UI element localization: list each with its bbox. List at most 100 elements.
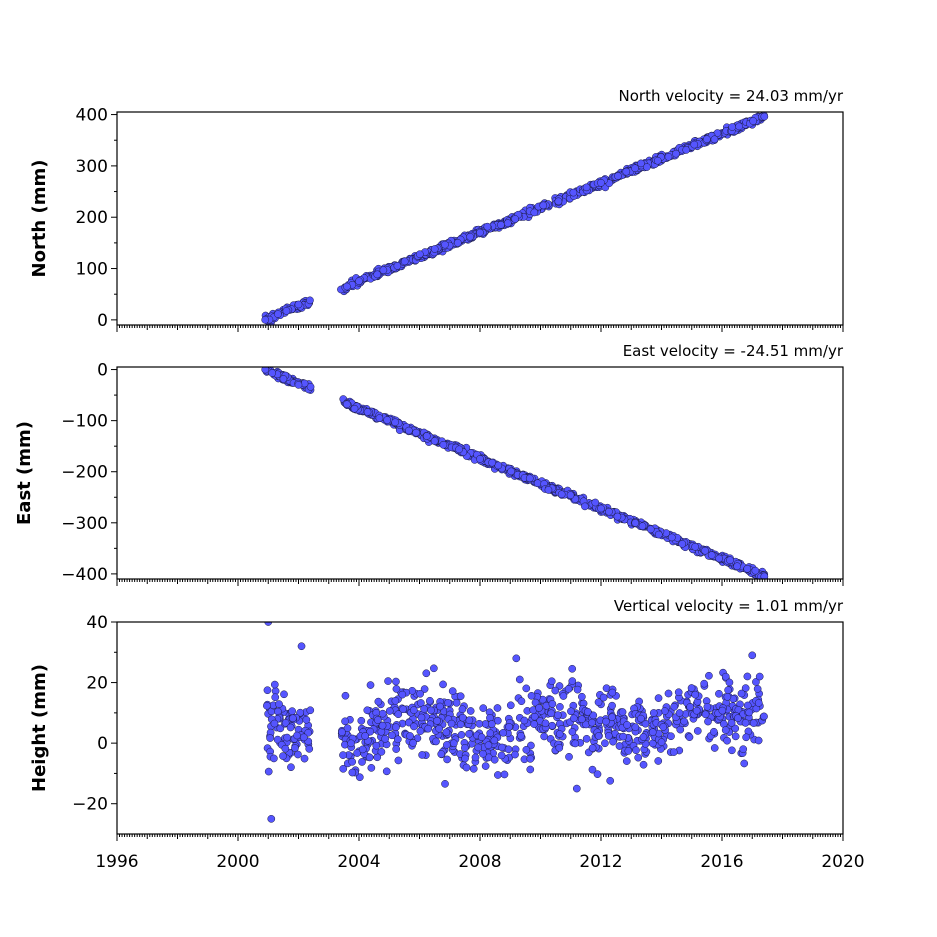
data-point	[705, 671, 713, 680]
data-point	[420, 705, 428, 713]
data-point	[355, 773, 364, 782]
data-point	[481, 762, 490, 770]
data-point	[741, 719, 750, 727]
data-point	[615, 742, 624, 750]
panel-height: −20 0 20 40 1996 2000 2004 2008 2012 2016 2020 Heig…	[29, 597, 865, 872]
data-point	[631, 519, 640, 527]
data-point	[465, 716, 474, 725]
data-point	[637, 714, 645, 723]
data-point	[700, 679, 709, 688]
data-point	[555, 743, 564, 752]
data-point	[522, 745, 531, 754]
data-point	[527, 691, 536, 700]
data-point	[608, 713, 616, 722]
data-point	[289, 714, 297, 723]
data-point	[462, 763, 471, 772]
panel-east: 0 −100 −200 −300 −400 East (mm) East velocity …	[14, 342, 844, 586]
data-point	[517, 697, 526, 706]
axes-frame	[116, 111, 844, 326]
data-point	[382, 767, 391, 776]
data-point	[704, 717, 712, 726]
data-point	[266, 734, 274, 742]
data-point	[672, 149, 680, 158]
data-point	[264, 767, 273, 776]
data-point	[691, 543, 700, 551]
data-point	[497, 751, 506, 760]
data-point	[613, 512, 622, 521]
data-point	[393, 262, 402, 270]
data-point	[623, 721, 631, 729]
data-point	[350, 404, 359, 413]
data-point	[547, 677, 556, 686]
y-tick-label: −20	[72, 795, 108, 815]
data-point	[556, 703, 564, 711]
data-point	[479, 704, 488, 712]
data-point	[426, 696, 434, 705]
data-point	[392, 745, 401, 753]
data-point	[270, 719, 279, 728]
data-point	[568, 727, 577, 736]
data-point	[522, 684, 531, 693]
velocity-label: North velocity = 24.03 mm/yr	[619, 87, 844, 105]
data-point	[393, 735, 402, 744]
data-point	[760, 112, 769, 121]
data-point	[547, 709, 556, 718]
data-point	[692, 706, 701, 715]
data-point	[760, 572, 769, 579]
data-point	[526, 765, 535, 774]
points-north	[261, 112, 769, 325]
data-point	[430, 245, 439, 253]
data-point	[343, 282, 351, 291]
data-point	[749, 719, 758, 727]
data-point	[571, 739, 580, 748]
data-point	[608, 688, 617, 697]
data-point	[261, 367, 270, 374]
data-point	[279, 752, 287, 760]
data-point	[577, 715, 586, 724]
data-point	[399, 705, 407, 714]
velocity-label: East velocity = -24.51 mm/yr	[623, 342, 844, 360]
data-point	[721, 726, 730, 734]
data-point	[267, 815, 276, 823]
data-point	[490, 755, 499, 764]
data-point	[678, 540, 687, 548]
data-point	[582, 734, 591, 743]
data-point	[520, 716, 529, 725]
data-point	[599, 693, 608, 702]
data-point	[288, 707, 296, 716]
data-point	[476, 228, 484, 237]
data-point	[422, 669, 431, 678]
data-point	[703, 702, 712, 711]
y-tick-label: 300	[76, 157, 108, 177]
data-point	[409, 739, 417, 747]
data-point	[632, 746, 640, 755]
data-point	[398, 690, 407, 699]
data-point	[268, 369, 277, 377]
data-point	[687, 684, 696, 692]
x-tick-label: 2004	[337, 852, 380, 872]
data-point	[375, 414, 384, 422]
data-point	[348, 768, 357, 777]
data-point	[557, 490, 566, 499]
data-point	[339, 751, 347, 759]
data-point	[649, 709, 658, 717]
data-point	[373, 270, 382, 279]
data-point	[498, 743, 506, 752]
data-point	[439, 680, 447, 689]
y-tick-label: 100	[76, 260, 108, 280]
data-point	[657, 738, 666, 747]
data-point	[569, 188, 578, 197]
data-point	[448, 687, 457, 695]
data-point	[637, 159, 645, 168]
data-point	[604, 732, 613, 740]
data-point	[755, 672, 764, 681]
data-point	[456, 720, 465, 729]
y-tick-label: 40	[86, 613, 108, 633]
data-point	[743, 701, 752, 710]
data-point	[725, 678, 734, 687]
data-point	[441, 780, 449, 788]
data-point	[392, 723, 400, 731]
data-point	[710, 744, 719, 752]
data-point	[691, 690, 700, 699]
data-point	[737, 689, 746, 698]
